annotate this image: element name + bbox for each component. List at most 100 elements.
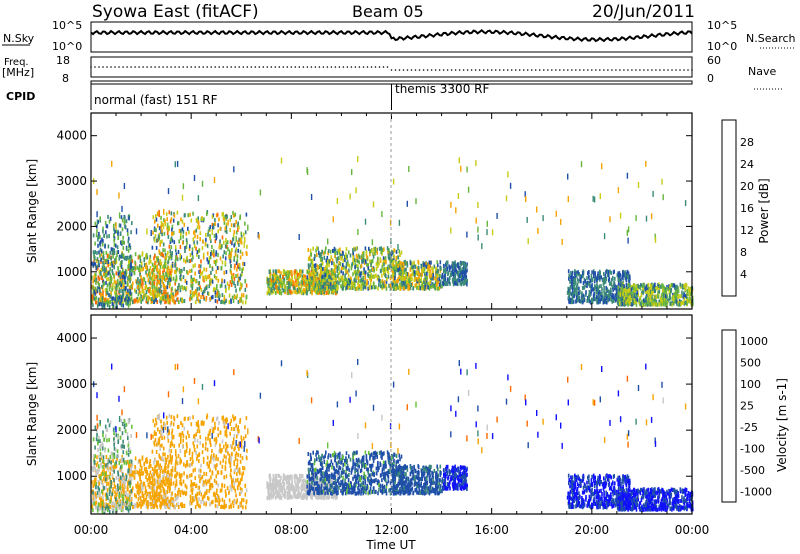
range-gate-cell: [368, 274, 370, 278]
range-gate-cell: [605, 285, 607, 290]
range-gate-cell: [189, 212, 191, 217]
range-gate-cell: [361, 259, 363, 264]
range-gate-cell: [356, 271, 358, 276]
range-gate-cell: [622, 288, 625, 293]
range-gate-cell: [346, 254, 348, 259]
range-gate-cell: [324, 286, 326, 291]
range-gate-cell: [322, 284, 324, 289]
range-gate-cell: [112, 282, 114, 287]
range-gate-cell: [193, 244, 196, 249]
range-gate-cell: [159, 259, 162, 264]
range-gate-cell: [422, 267, 424, 272]
range-gate-cell: [107, 244, 110, 249]
range-gate-cell: [382, 259, 385, 264]
range-gate-cell: [573, 285, 575, 290]
range-gate-cell: [598, 275, 601, 280]
range-gate-cell: [234, 284, 237, 289]
range-gate-cell: [165, 299, 167, 304]
range-gate-cell: [346, 269, 349, 274]
range-gate-cell: [130, 255, 133, 260]
range-gate-cell: [463, 262, 466, 267]
freq-point: [474, 69, 477, 71]
range-gate-cell: [294, 275, 296, 280]
range-gate-cell: [175, 276, 178, 281]
range-gate-cell: [181, 227, 184, 232]
range-gate-cell: [207, 229, 210, 234]
range-gate-cell: [647, 283, 650, 288]
range-gate-cell: [114, 290, 116, 295]
range-gate-cell: [626, 291, 629, 296]
range-gate-cell: [94, 221, 97, 226]
range-gate-cell: [115, 222, 117, 229]
range-gate-cell: [623, 286, 626, 291]
range-gate-cell: [568, 295, 570, 300]
range-gate-cell: [158, 226, 161, 231]
range-gate-cell: [123, 287, 125, 291]
range-gate-cell: [653, 284, 655, 289]
range-gate-cell: [157, 256, 160, 261]
range-gate-cell: [171, 295, 174, 300]
range-gate-cell: [625, 278, 628, 283]
range-gate-cell: [235, 288, 237, 293]
range-gate-cell: [393, 284, 395, 289]
range-gate-cell: [368, 269, 370, 274]
range-gate-cell: [395, 260, 397, 265]
range-gate-cell: [171, 286, 173, 291]
range-gate-cell: [164, 497, 166, 502]
range-gate-cell: [208, 256, 211, 261]
range-gate-cell: [378, 261, 380, 266]
range-gate-cell: [127, 236, 130, 241]
range-gate-cell: [139, 267, 142, 272]
range-gate-cell: [219, 284, 222, 289]
range-gate-cell: [238, 265, 240, 270]
range-gate-cell: [290, 282, 293, 287]
range-gate-cell: [95, 233, 98, 238]
range-gate-cell: [202, 295, 205, 299]
range-gate-cell: [613, 296, 616, 301]
range-gate-cell: [120, 301, 122, 306]
range-gate-cell: [585, 290, 587, 295]
range-gate-cell: [233, 213, 235, 218]
range-gate-cell: [241, 272, 243, 277]
range-gate-cell: [206, 251, 209, 256]
range-gate-cell: [417, 286, 420, 291]
range-gate-cell: [106, 277, 108, 282]
range-gate-cell: [157, 223, 159, 228]
range-gate-cell: [205, 237, 207, 242]
range-gate-cell: [174, 269, 176, 274]
range-gate-cell: [239, 287, 241, 292]
range-gate-cell: [235, 261, 238, 265]
range-gate-cell: [397, 244, 399, 250]
range-gate-cell: [402, 285, 405, 290]
range-gate-cell: [312, 268, 314, 273]
range-gate-cell: [124, 280, 127, 285]
range-gate-cell: [628, 288, 630, 293]
range-gate-cell: [139, 284, 142, 289]
range-gate-cell: [591, 287, 594, 292]
range-gate-cell: [357, 264, 359, 269]
range-gate-cell: [201, 180, 204, 187]
range-gate-cell: [283, 277, 285, 282]
freq-point: [162, 66, 164, 68]
range-gate-cell: [574, 272, 576, 277]
range-gate-cell: [123, 221, 126, 226]
range-gate-cell: [338, 276, 340, 281]
range-gate-cell: [377, 286, 379, 291]
range-gate-cell: [686, 289, 689, 294]
range-gate-cell: [196, 225, 199, 230]
range-gate-cell: [569, 286, 571, 291]
range-gate-cell: [191, 294, 194, 298]
range-gate-cell: [380, 250, 382, 255]
range-gate-cell: [335, 277, 337, 282]
range-gate-cell: [311, 266, 313, 271]
range-gate-cell: [627, 301, 629, 306]
freq-point: [278, 66, 281, 68]
range-gate-cell: [236, 264, 239, 269]
range-gate-cell: [680, 302, 682, 307]
range-gate-cell: [174, 279, 177, 284]
range-gate-cell: [296, 282, 298, 287]
range-gate-cell: [439, 283, 442, 288]
range-gate-cell: [169, 240, 172, 245]
range-gate-cell: [209, 297, 212, 301]
